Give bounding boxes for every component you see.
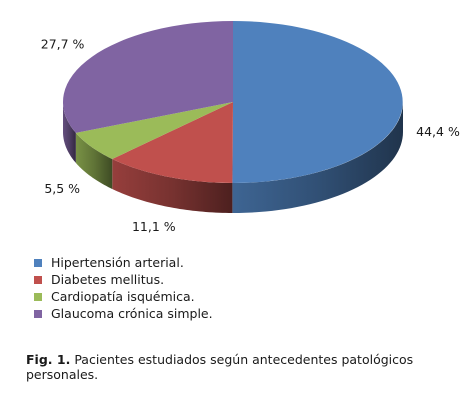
data-label-glaucoma: 27,7 % <box>41 37 85 52</box>
pie-side-diabetes <box>112 159 233 213</box>
pie-slice-diabetes <box>112 102 233 183</box>
legend-swatch-glaucoma <box>34 309 42 318</box>
pie-side-cardiopatia <box>75 132 113 190</box>
data-label-cardiopatia: 5,5 % <box>44 181 80 196</box>
figure-caption-text: Pacientes estudiados según antecedentes … <box>26 352 414 382</box>
pie-slice-hipertension <box>232 21 403 184</box>
legend-item-cardiopatia: Cardiopatía isquémica. <box>34 288 213 305</box>
pie-chart: 44,4 % 11,1 % 5,5 % 27,7 % <box>41 20 460 234</box>
legend-swatch-diabetes <box>34 275 42 284</box>
legend-swatch-cardiopatia <box>34 292 42 301</box>
legend-swatch-hipertension <box>34 258 42 267</box>
legend-item-diabetes: Diabetes mellitus. <box>34 271 213 288</box>
pie-slice-glaucoma <box>62 20 234 133</box>
legend-item-hipertension: Hipertensión arterial. <box>34 254 213 271</box>
pie-side-glaucoma <box>63 102 76 163</box>
figure-label: Fig. 1. <box>26 352 71 367</box>
figure-caption: Fig. 1. Pacientes estudiados según antec… <box>26 352 451 382</box>
legend: Hipertensión arterial. Diabetes mellitus… <box>34 254 213 322</box>
legend-label-hipertension: Hipertensión arterial. <box>51 255 184 270</box>
pie-slice-cardiopatia <box>75 102 233 160</box>
data-label-diabetes: 11,1 % <box>132 219 176 234</box>
legend-label-glaucoma: Glaucoma crónica simple. <box>51 306 213 321</box>
legend-label-diabetes: Diabetes mellitus. <box>51 272 165 287</box>
legend-label-cardiopatia: Cardiopatía isquémica. <box>51 289 195 304</box>
data-label-hipertension: 44,4 % <box>416 124 460 139</box>
pie-side-hipertension <box>232 102 403 213</box>
legend-item-glaucoma: Glaucoma crónica simple. <box>34 305 213 322</box>
